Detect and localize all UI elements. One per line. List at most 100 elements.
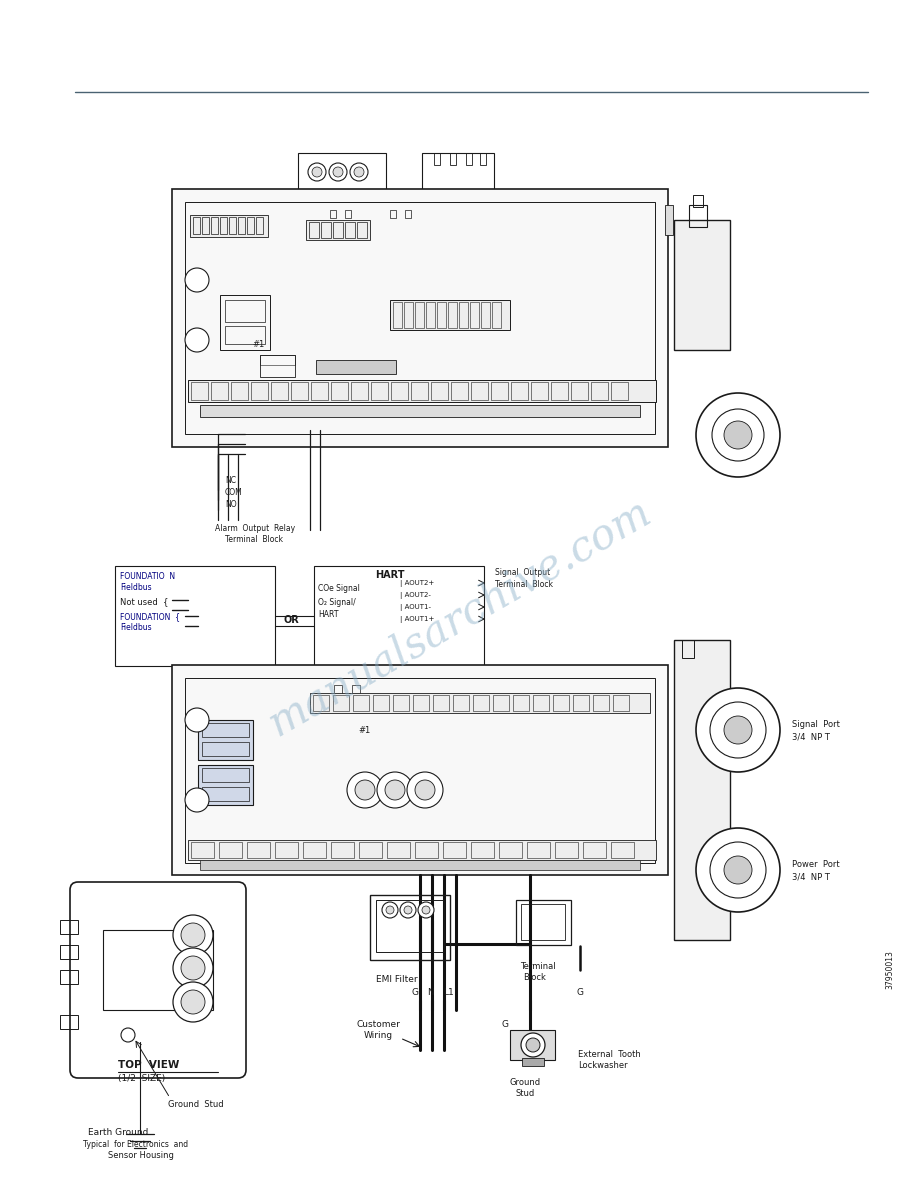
Bar bbox=[491, 383, 508, 400]
Text: Block: Block bbox=[523, 973, 546, 982]
Bar bbox=[271, 383, 288, 400]
Text: L1: L1 bbox=[442, 988, 453, 997]
Bar bbox=[451, 383, 468, 400]
Text: NC: NC bbox=[225, 476, 236, 485]
Bar bbox=[553, 695, 569, 710]
Bar bbox=[480, 153, 486, 165]
Bar bbox=[404, 302, 413, 328]
Circle shape bbox=[696, 828, 780, 912]
Bar bbox=[345, 222, 355, 238]
Bar bbox=[60, 944, 78, 959]
Bar bbox=[450, 153, 456, 165]
Bar bbox=[229, 217, 236, 234]
Bar bbox=[185, 202, 655, 434]
Bar bbox=[311, 383, 328, 400]
Bar bbox=[471, 842, 494, 858]
Bar bbox=[60, 1015, 78, 1029]
Circle shape bbox=[724, 857, 752, 884]
Bar bbox=[411, 383, 428, 400]
Bar bbox=[202, 217, 209, 234]
Circle shape bbox=[329, 163, 347, 181]
Bar bbox=[191, 842, 214, 858]
Circle shape bbox=[121, 1028, 135, 1042]
Bar bbox=[275, 842, 298, 858]
Text: | AOUT1+: | AOUT1+ bbox=[400, 617, 434, 623]
Circle shape bbox=[521, 1034, 545, 1057]
Text: COe Signal: COe Signal bbox=[318, 584, 360, 593]
Circle shape bbox=[526, 1038, 540, 1053]
Text: 3/4  NP T: 3/4 NP T bbox=[792, 872, 830, 881]
Bar bbox=[334, 685, 342, 695]
Bar bbox=[373, 695, 389, 710]
Text: External  Tooth: External Tooth bbox=[578, 1050, 641, 1059]
Text: manualsarchive.com: manualsarchive.com bbox=[260, 491, 658, 745]
Bar bbox=[431, 383, 448, 400]
Circle shape bbox=[377, 772, 413, 808]
Text: 3/4  NP T: 3/4 NP T bbox=[792, 732, 830, 741]
Bar bbox=[371, 383, 388, 400]
Bar bbox=[471, 383, 488, 400]
Bar bbox=[211, 383, 228, 400]
Bar bbox=[413, 695, 429, 710]
Circle shape bbox=[185, 708, 209, 732]
Bar bbox=[390, 210, 396, 219]
Bar bbox=[493, 695, 509, 710]
Bar bbox=[571, 383, 588, 400]
Bar bbox=[251, 383, 268, 400]
Text: NO: NO bbox=[225, 500, 237, 508]
Circle shape bbox=[385, 781, 405, 800]
Bar bbox=[682, 640, 694, 658]
Bar bbox=[591, 383, 608, 400]
Bar bbox=[200, 405, 640, 417]
Text: | AOUT2+: | AOUT2+ bbox=[400, 580, 434, 587]
Bar bbox=[260, 355, 295, 365]
Text: Ground: Ground bbox=[509, 1078, 541, 1087]
Bar bbox=[370, 895, 450, 960]
Bar bbox=[693, 195, 703, 207]
Bar bbox=[198, 720, 253, 760]
Bar bbox=[674, 640, 730, 940]
Circle shape bbox=[312, 168, 322, 177]
Bar bbox=[310, 693, 650, 713]
Circle shape bbox=[181, 990, 205, 1015]
Text: Sensor Housing: Sensor Housing bbox=[108, 1151, 174, 1159]
Bar bbox=[303, 842, 326, 858]
Bar bbox=[60, 920, 78, 934]
Text: #1: #1 bbox=[252, 340, 264, 349]
Circle shape bbox=[181, 956, 205, 980]
Circle shape bbox=[404, 906, 412, 914]
Bar bbox=[516, 901, 571, 944]
Bar bbox=[333, 695, 349, 710]
Text: Fieldbus: Fieldbus bbox=[120, 583, 151, 592]
Text: Ground  Stud: Ground Stud bbox=[168, 1100, 224, 1110]
Bar bbox=[172, 665, 668, 876]
Text: Fieldbus: Fieldbus bbox=[120, 623, 151, 632]
Circle shape bbox=[347, 772, 383, 808]
Bar bbox=[225, 326, 265, 345]
Text: Wiring: Wiring bbox=[364, 1031, 393, 1040]
Circle shape bbox=[355, 781, 375, 800]
Text: #1: #1 bbox=[358, 726, 370, 735]
Bar bbox=[331, 383, 348, 400]
Bar bbox=[511, 383, 528, 400]
Text: | AOUT2-: | AOUT2- bbox=[400, 592, 431, 599]
Text: 37950013: 37950013 bbox=[886, 950, 894, 988]
Bar bbox=[200, 860, 640, 870]
Text: G: G bbox=[502, 1020, 509, 1029]
Text: (1/2  SIZE): (1/2 SIZE) bbox=[118, 1074, 165, 1083]
Bar bbox=[351, 383, 368, 400]
Bar bbox=[321, 222, 331, 238]
Text: G: G bbox=[577, 988, 584, 997]
Bar bbox=[260, 355, 295, 377]
Bar bbox=[220, 217, 227, 234]
Text: Customer: Customer bbox=[356, 1020, 400, 1029]
Bar bbox=[391, 383, 408, 400]
Text: EMI Filter: EMI Filter bbox=[376, 975, 418, 984]
Bar bbox=[390, 301, 510, 330]
Circle shape bbox=[386, 906, 394, 914]
Text: Stud: Stud bbox=[515, 1089, 534, 1098]
Bar bbox=[443, 842, 466, 858]
Bar bbox=[313, 695, 329, 710]
Text: HART: HART bbox=[375, 570, 405, 580]
Bar bbox=[510, 1030, 555, 1060]
